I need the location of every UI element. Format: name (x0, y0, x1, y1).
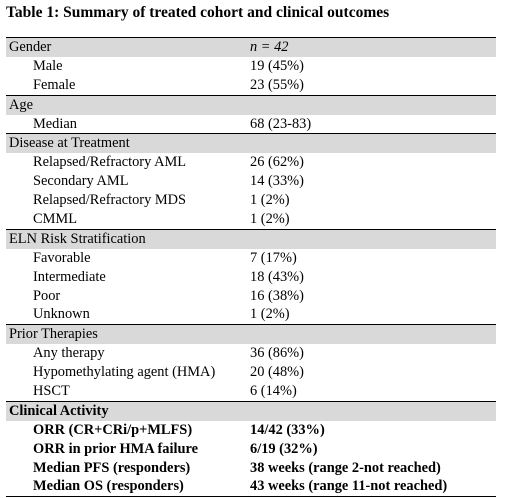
table-row: Intermediate 18 (43%) (6, 268, 496, 287)
row-value: 23 (55%) (250, 76, 304, 93)
row-label: Median PFS (responders) (33, 459, 191, 476)
section-header-row: Gender n = 42 (6, 36, 496, 57)
row-label: Secondary AML (33, 173, 129, 190)
section-title-value (250, 324, 496, 345)
row-value: 6 (14%) (250, 382, 297, 399)
row-label: ORR (CR+CRi/p+MLFS) (33, 421, 193, 438)
row-label: Female (33, 76, 76, 93)
table-row: HSCT 6 (14%) (6, 382, 496, 401)
section-title-value: n = 42 (250, 36, 496, 57)
table-row: Poor 16 (38%) (6, 287, 496, 306)
row-label: Intermediate (33, 268, 106, 285)
section-title-value (250, 94, 496, 115)
row-value: 26 (62%) (250, 154, 304, 171)
table-row: ORR (CR+CRi/p+MLFS) 14/42 (33%) (6, 421, 496, 440)
table-row: Male 19 (45%) (6, 57, 496, 76)
section-header-row: Prior Therapies (6, 324, 496, 345)
row-value: 36 (86%) (250, 345, 304, 362)
row-value: 18 (43%) (250, 268, 304, 285)
section-title: Age (6, 94, 250, 115)
section-title-value (250, 133, 496, 154)
table-row: CMML 1 (2%) (6, 210, 496, 229)
row-label: Favorable (33, 249, 91, 266)
row-value: 68 (23-83) (250, 115, 312, 132)
section-header-row: ELN Risk Stratification (6, 228, 496, 249)
table-row: ORR in prior HMA failure 6/19 (32%) (6, 440, 496, 459)
row-label: Median OS (responders) (6, 477, 250, 498)
table-row: Relapsed/Refractory AML 26 (62%) (6, 153, 496, 172)
row-label: CMML (33, 210, 77, 227)
row-value: 7 (17%) (250, 249, 297, 266)
table-row: Unknown 1 (2%) (6, 305, 496, 324)
table-caption: Table 1: Summary of treated cohort and c… (6, 4, 390, 21)
table-row: Secondary AML 14 (33%) (6, 172, 496, 191)
section-title-value (250, 228, 496, 249)
section-title-value (250, 400, 496, 421)
summary-table: Gender n = 42 Male 19 (45%) Female 23 (55%) Ag… (6, 36, 496, 498)
section-title: Prior Therapies (6, 324, 250, 345)
row-label: Hypomethylating agent (HMA) (33, 364, 216, 381)
row-label: Relapsed/Refractory AML (33, 154, 187, 171)
section-header-row: Disease at Treatment (6, 133, 496, 154)
row-value: 1 (2%) (250, 210, 290, 227)
row-label: Median (33, 115, 77, 132)
row-label: Male (33, 57, 63, 74)
row-value: 14 (33%) (250, 173, 304, 190)
row-value: 14/42 (33%) (250, 421, 325, 438)
row-label: Unknown (33, 306, 90, 323)
section-title: Gender (6, 36, 250, 57)
table-row: Hypomethylating agent (HMA) 20 (48%) (6, 363, 496, 382)
summary-table-body: Gender n = 42 Male 19 (45%) Female 23 (55%) Ag… (6, 36, 496, 498)
table-row: Any therapy 36 (86%) (6, 344, 496, 363)
table-row: Female 23 (55%) (6, 76, 496, 95)
row-label: HSCT (33, 382, 70, 399)
row-value: 6/19 (32%) (250, 440, 318, 457)
table-row: Median 68 (23-83) (6, 115, 496, 134)
section-header-row: Clinical Activity (6, 400, 496, 421)
table-row: Median OS (responders) 43 weeks (range 11… (6, 477, 496, 498)
section-title: ELN Risk Stratification (6, 228, 250, 249)
row-value: 43 weeks (range 11-not reached) (250, 477, 496, 498)
table-row: Favorable 7 (17%) (6, 249, 496, 268)
row-label: Any therapy (33, 345, 105, 362)
table-row: Relapsed/Refractory MDS 1 (2%) (6, 191, 496, 210)
row-label: ORR in prior HMA failure (33, 440, 198, 457)
row-value: 19 (45%) (250, 57, 304, 74)
section-title: Disease at Treatment (6, 133, 250, 154)
row-value: 38 weeks (range 2-not reached) (250, 459, 441, 476)
row-label: Poor (33, 287, 61, 304)
section-header-row: Age (6, 94, 496, 115)
row-value: 16 (38%) (250, 287, 304, 304)
table-row: Median PFS (responders) 38 weeks (range 2… (6, 459, 496, 478)
row-value: 1 (2%) (250, 192, 290, 209)
row-label: Relapsed/Refractory MDS (33, 192, 187, 209)
section-title: Clinical Activity (6, 400, 250, 421)
row-value: 20 (48%) (250, 364, 304, 381)
row-value: 1 (2%) (250, 306, 290, 323)
